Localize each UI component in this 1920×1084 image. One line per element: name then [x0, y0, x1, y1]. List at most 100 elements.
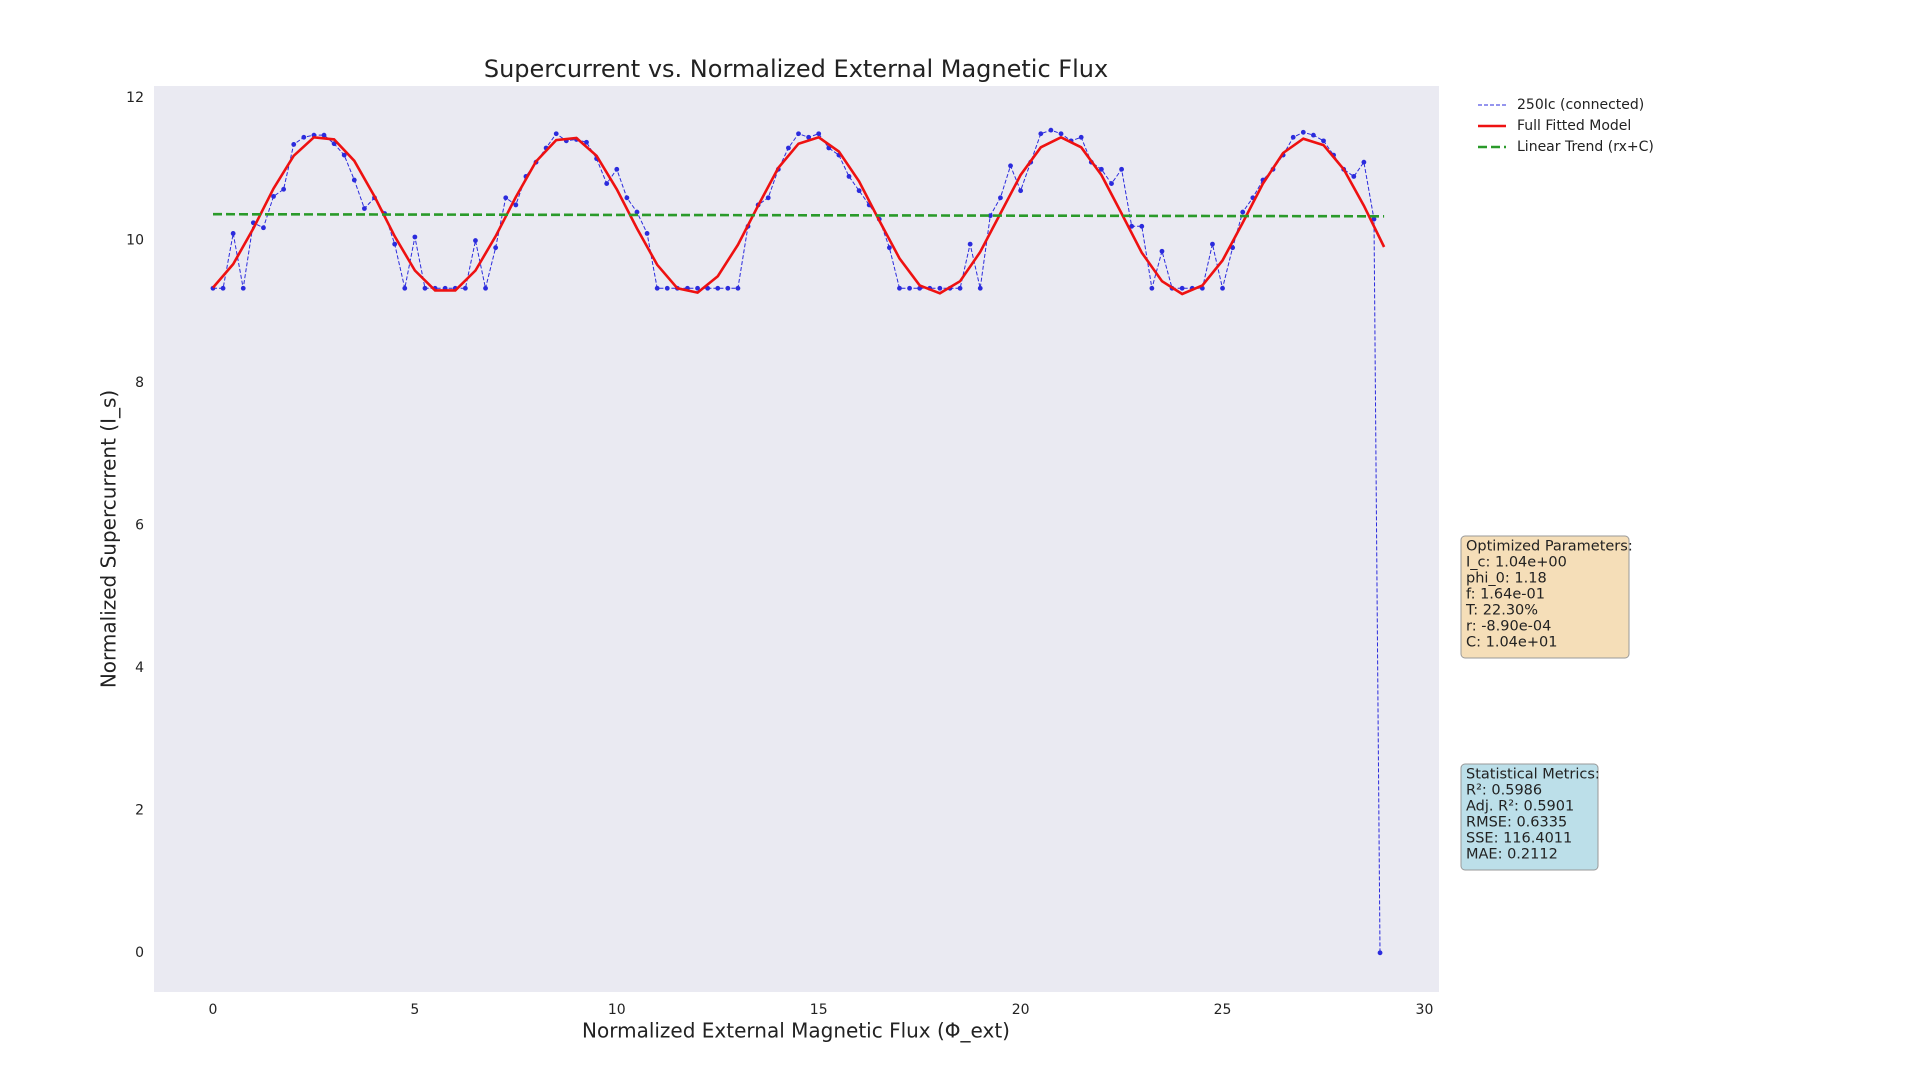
data-point [1129, 223, 1135, 229]
data-point [735, 285, 741, 291]
data-point [240, 285, 246, 291]
y-tick-label: 12 [126, 90, 144, 106]
plot-background [154, 86, 1439, 992]
data-point [1351, 174, 1357, 179]
annotation-text: SSE: 116.4011 [1466, 831, 1572, 847]
data-point [351, 177, 357, 183]
series-line [212, 212, 1385, 218]
data-point [321, 132, 327, 138]
data-point [644, 231, 650, 236]
data-point [503, 195, 509, 201]
annotation-text: Statistical Metrics: [1466, 767, 1600, 783]
data-point [1058, 131, 1064, 137]
data-point [1290, 134, 1296, 140]
legend-label: Linear Trend (rx+C) [1517, 139, 1654, 155]
data-point [806, 134, 812, 140]
legend-label: Full Fitted Model [1517, 118, 1631, 134]
annotation-text: r: -8.90e-04 [1466, 619, 1551, 635]
data-point [1078, 134, 1084, 140]
x-tick-label: 30 [1416, 1002, 1434, 1018]
data-point [998, 195, 1003, 201]
y-axis-label: Normalized Supercurrent (I_s) [97, 390, 121, 688]
y-tick-label: 8 [135, 375, 144, 391]
data-point [1109, 181, 1114, 186]
annotation-text: T: 22.30% [1465, 603, 1538, 619]
data-point [402, 285, 408, 291]
data-point [856, 188, 862, 194]
data-point [392, 241, 398, 247]
data-point [886, 245, 892, 251]
data-point [1149, 285, 1155, 291]
data-point [664, 285, 670, 291]
data-point [765, 195, 771, 201]
data-point [1240, 209, 1246, 215]
data-point [1018, 188, 1024, 194]
data-point [1210, 241, 1215, 247]
annotation-text: MAE: 0.2112 [1466, 847, 1558, 863]
data-point [462, 285, 468, 291]
data-point [654, 285, 660, 291]
data-point [725, 285, 731, 291]
annotation-text: R²: 0.5986 [1466, 783, 1542, 799]
data-point [786, 145, 791, 151]
data-point [1321, 138, 1326, 144]
data-point [1048, 127, 1054, 133]
data-point [846, 174, 852, 179]
data-point [977, 285, 983, 291]
data-point [230, 231, 236, 236]
data-point [1220, 285, 1225, 291]
annotation-box [1460, 535, 1630, 659]
data-point [422, 285, 428, 291]
legend-label: 250Ic (connected) [1517, 97, 1644, 113]
data-point [553, 131, 559, 137]
y-tick-label: 10 [126, 233, 144, 249]
annotation-text: Optimized Parameters: [1466, 539, 1633, 555]
y-tick-label: 4 [135, 660, 144, 676]
data-point [281, 186, 287, 192]
data-point [261, 225, 266, 231]
data-point [1311, 132, 1316, 138]
data-point [624, 195, 630, 201]
data-point [584, 139, 589, 145]
data-point [1159, 248, 1165, 254]
data-point [1377, 950, 1383, 956]
data-point [967, 241, 973, 247]
annotation-text: RMSE: 0.6335 [1466, 815, 1567, 831]
data-point [614, 166, 620, 172]
data-point [361, 206, 367, 211]
data-point [907, 285, 912, 291]
data-point [604, 181, 610, 186]
x-axis-label: Normalized External Magnetic Flux (Φ_ext… [582, 1019, 1010, 1043]
x-tick-label: 0 [208, 1002, 217, 1018]
data-point [796, 131, 801, 137]
data-point [493, 245, 499, 251]
data-point [1098, 166, 1104, 172]
data-point [1139, 223, 1145, 229]
data-point [715, 285, 721, 291]
data-point [816, 131, 822, 137]
y-tick-label: 6 [135, 517, 144, 533]
data-point [291, 142, 297, 147]
data-point [412, 234, 418, 240]
data-point [1008, 163, 1013, 169]
data-point [897, 285, 902, 291]
x-tick-label: 20 [1012, 1002, 1030, 1018]
data-point [483, 285, 488, 291]
x-tick-label: 5 [410, 1002, 419, 1018]
annotation-box [1460, 763, 1599, 871]
data-point [271, 194, 276, 199]
x-tick-label: 15 [810, 1002, 828, 1018]
data-point [937, 285, 943, 291]
data-point [513, 202, 519, 208]
annotation-text: I_c: 1.04e+00 [1466, 555, 1567, 571]
data-point [987, 213, 993, 219]
data-point [1371, 216, 1377, 222]
data-point [341, 152, 347, 158]
data-point [1361, 159, 1367, 165]
x-tick-label: 10 [608, 1002, 626, 1018]
annotation-text: phi_0: 1.18 [1466, 571, 1547, 587]
series-line [212, 135, 1386, 296]
chart-title: Supercurrent vs. Normalized External Mag… [484, 55, 1108, 83]
data-point [1119, 166, 1124, 172]
data-point [473, 238, 478, 243]
